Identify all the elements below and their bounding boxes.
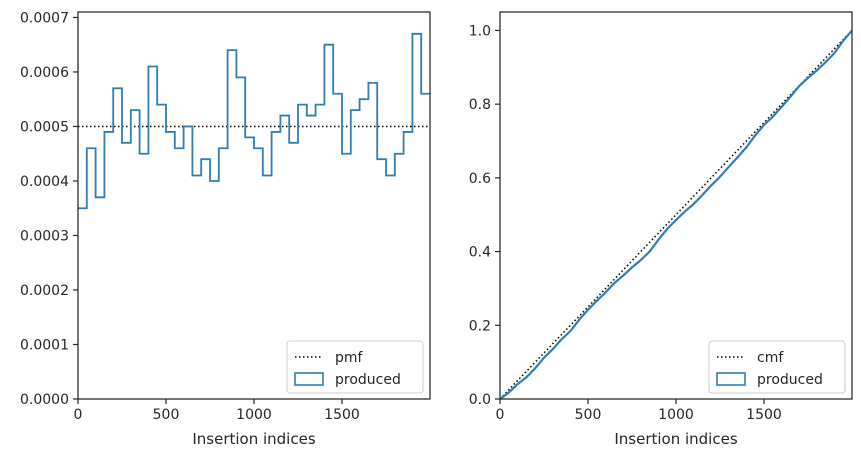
x-tick-label: 0 [496, 407, 505, 423]
legend-label-produced: produced [335, 372, 401, 388]
y-tick-label: 0.6 [469, 171, 491, 187]
x-tick-label: 1500 [746, 407, 782, 423]
x-tick-label: 1000 [236, 407, 272, 423]
legend-swatch-produced [716, 372, 746, 386]
plot-area [78, 32, 430, 210]
y-tick-label: 0.4 [469, 245, 491, 261]
legend-box [708, 340, 846, 394]
x-tick-label: 1500 [324, 407, 360, 423]
pmf-panel: 0 500 1000 1500 0.0000 0.0001 0.0002 0.0003 0.00… [20, 10, 431, 448]
legend: pmf produced [286, 340, 424, 394]
y-tick-label: 1.0 [469, 23, 491, 39]
plot-area [500, 29, 852, 399]
y-tick-label: 0.0 [469, 392, 491, 408]
x-axis-label: Insertion indices [192, 430, 315, 448]
x-tick-label: 500 [575, 407, 602, 423]
y-tick-label: 0.0006 [20, 65, 69, 81]
legend-label-cmf: cmf [757, 350, 784, 366]
legend: cmf produced [708, 340, 846, 394]
y-tick-label: 0.0000 [20, 392, 69, 408]
legend-label-produced: produced [757, 372, 823, 388]
legend-swatch-produced [294, 372, 324, 386]
y-tick-label: 0.0001 [20, 337, 69, 353]
x-tick-label: 0 [74, 407, 83, 423]
produced-line [500, 29, 852, 399]
y-tick-label: 0.0003 [20, 228, 69, 244]
y-tick-label: 0.0007 [20, 10, 69, 26]
x-axis-label: Insertion indices [614, 430, 737, 448]
x-tick-label: 1000 [658, 407, 694, 423]
y-tick-label: 0.2 [469, 318, 491, 334]
legend-label-pmf: pmf [335, 350, 364, 366]
y-tick-label: 0.0005 [20, 119, 69, 135]
y-tick-label: 0.8 [469, 97, 491, 113]
produced-step-line [78, 32, 430, 210]
cmf-panel: 0 500 1000 1500 0.0 0.2 0.4 0.6 0.8 1.0 Insertion … [469, 11, 853, 448]
y-tick-label: 0.0004 [20, 174, 69, 190]
y-tick-label: 0.0002 [20, 283, 69, 299]
x-tick-label: 500 [153, 407, 180, 423]
legend-box [286, 340, 424, 394]
